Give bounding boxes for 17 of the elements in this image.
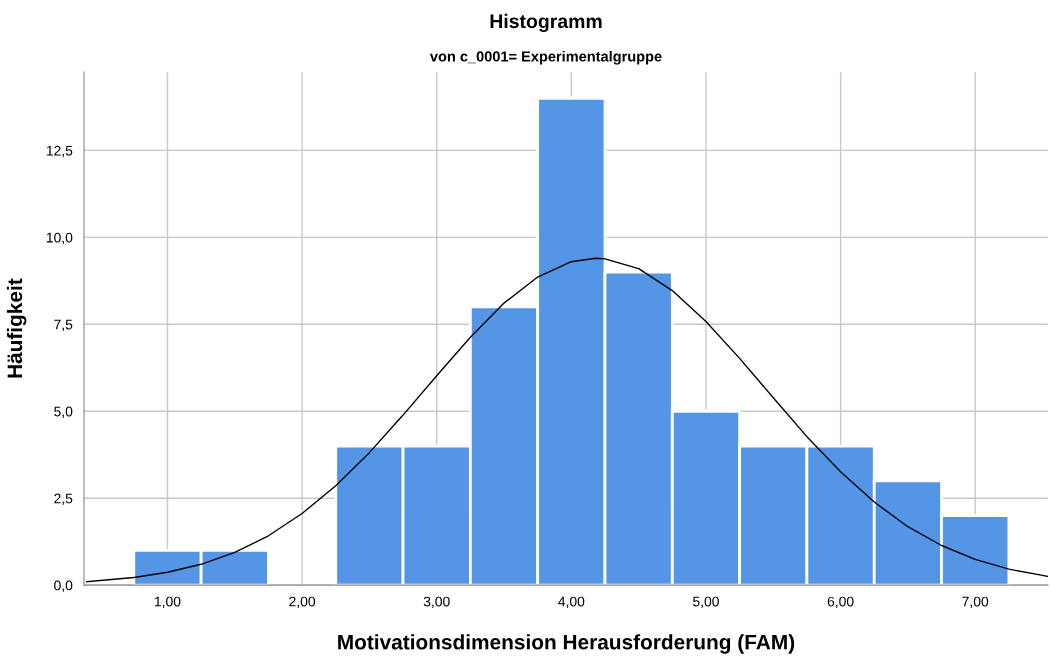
x-tick-label: 1,00 (155, 596, 181, 609)
y-tick-label: 0,0 (54, 580, 73, 592)
y-axis-title: Häufigkeit (6, 278, 27, 378)
y-tick-label: 7,5 (54, 319, 73, 332)
chart-subtitle: von c_0001= Experimentalgruppe (429, 50, 662, 65)
x-tick-label: 2,00 (289, 596, 316, 609)
x-tick-label: 5,00 (693, 596, 719, 609)
x-tick-label: 3,00 (423, 596, 450, 609)
x-tick-label: 6,00 (827, 596, 854, 609)
y-tick-label: 10,0 (46, 232, 73, 245)
y-tick-label: 5,0 (54, 406, 73, 419)
x-tick-label: 7,00 (962, 596, 989, 609)
y-tick-label: 2,5 (54, 493, 73, 506)
x-axis-title: Motivationsdimension Herausforderung (FAM) (338, 634, 795, 654)
x-tick-label: 4,00 (558, 596, 585, 609)
chart-title: Histogramm (490, 13, 602, 33)
y-tick-label: 12,5 (46, 145, 73, 158)
